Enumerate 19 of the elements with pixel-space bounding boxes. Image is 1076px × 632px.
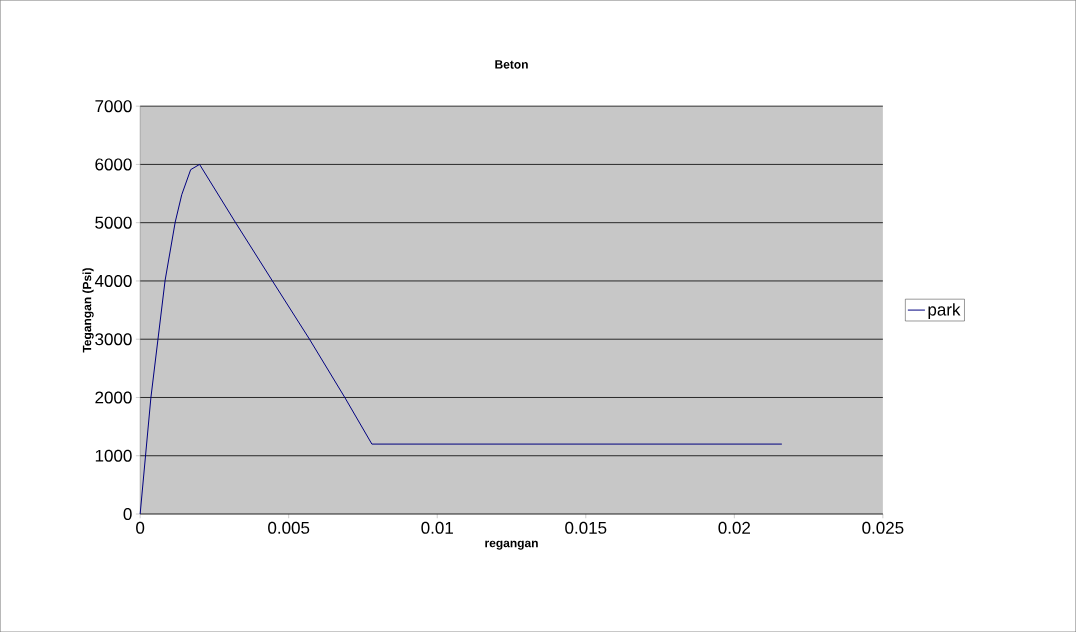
- x-tick-label: 0.015: [565, 521, 607, 534]
- legend-label: park: [928, 303, 961, 319]
- y-tick-label: 1000: [95, 449, 132, 462]
- y-tick-label: 4000: [94, 274, 132, 287]
- y-tick-label: 5000: [95, 216, 132, 229]
- y-tick-label: 6000: [95, 158, 132, 171]
- y-tick-label: 7000: [95, 100, 132, 113]
- y-tick-label: 3000: [95, 333, 132, 346]
- x-tick-label: 0.005: [268, 521, 310, 534]
- y-axis-title: Tegangan (Psi): [82, 268, 94, 353]
- x-tick-label: 0.025: [862, 521, 904, 534]
- line-series: [139, 163, 783, 515]
- y-tick-label: 2000: [95, 391, 132, 404]
- x-tick-label: 0.01: [421, 521, 453, 534]
- chart-title: Beton: [495, 60, 528, 69]
- x-axis-title: regangan: [485, 540, 538, 550]
- x-tick-label: 0: [136, 521, 145, 534]
- x-tick-label: 0.02: [718, 521, 750, 534]
- y-tick-label: 0: [123, 507, 132, 520]
